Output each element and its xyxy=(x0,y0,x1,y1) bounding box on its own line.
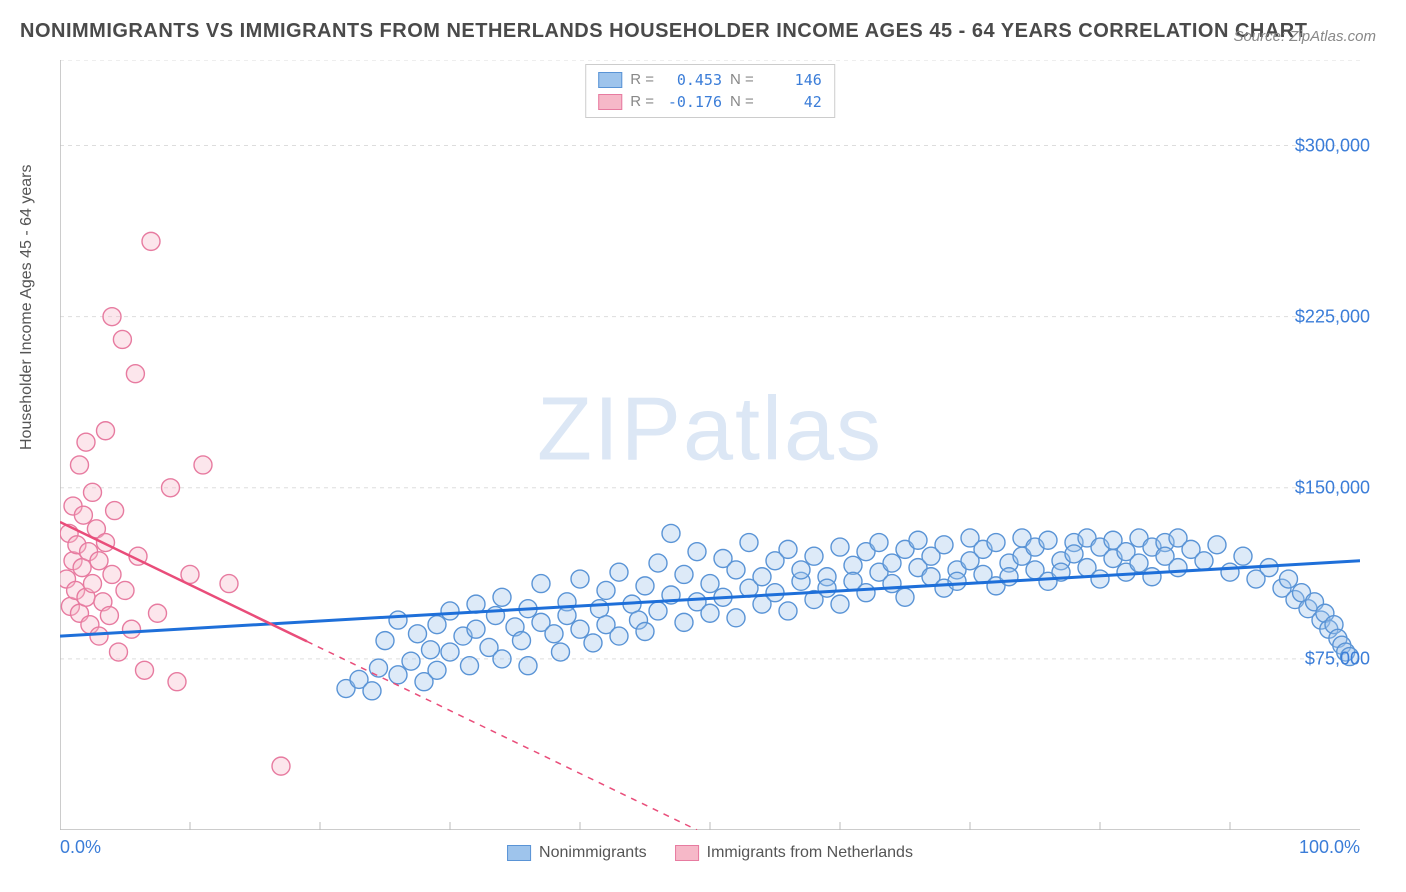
y-tick: $75,000 xyxy=(1305,648,1370,669)
x-tick-min: 0.0% xyxy=(60,837,101,858)
legend-item-nonimmigrants: Nonimmigrants xyxy=(507,844,647,862)
legend-item-immigrants: Immigrants from Netherlands xyxy=(675,844,913,862)
watermark: ZIPatlas xyxy=(537,378,883,481)
correlation-legend: R = 0.453 N = 146 R = -0.176 N = 42 xyxy=(585,64,835,118)
swatch-immigrants-icon xyxy=(675,845,699,861)
chart-title: NONIMMIGRANTS VS IMMIGRANTS FROM NETHERL… xyxy=(20,20,1307,43)
plot-area: ZIPatlas R = 0.453 N = 146 R = -0.176 N … xyxy=(60,60,1360,830)
legend-row-nonimmigrants: R = 0.453 N = 146 xyxy=(598,69,822,91)
source-attribution: Source: ZipAtlas.com xyxy=(1233,28,1376,45)
series-legend: Nonimmigrants Immigrants from Netherland… xyxy=(507,844,913,862)
swatch-nonimmigrants xyxy=(598,72,622,88)
legend-row-immigrants: R = -0.176 N = 42 xyxy=(598,91,822,113)
swatch-immigrants xyxy=(598,94,622,110)
swatch-nonimmigrants-icon xyxy=(507,845,531,861)
y-tick: $225,000 xyxy=(1295,306,1370,327)
x-tick-max: 100.0% xyxy=(1299,837,1360,858)
y-tick: $300,000 xyxy=(1295,135,1370,156)
y-tick: $150,000 xyxy=(1295,477,1370,498)
y-axis-label: Householder Income Ages 45 - 64 years xyxy=(18,165,36,451)
